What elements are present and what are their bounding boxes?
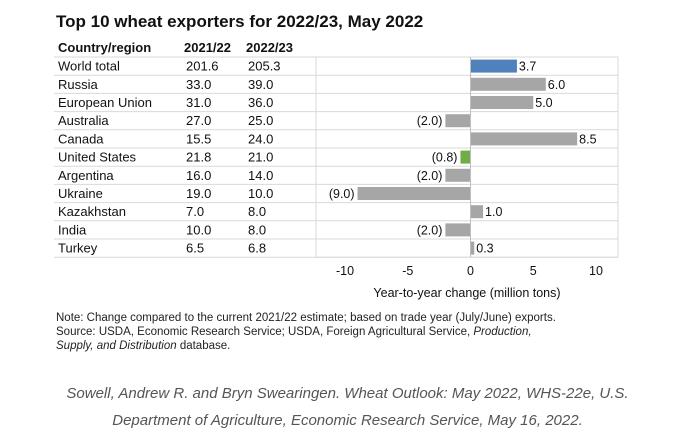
bar-kazakhstan (470, 205, 484, 219)
bar-india (445, 223, 471, 237)
bar-canada (470, 132, 578, 146)
bar-ukraine (357, 187, 471, 200)
bar-european-union (470, 96, 534, 109)
value-2021-22-kazakhstan: 7.0 (186, 204, 204, 219)
x-tick-label: 5 (530, 264, 537, 278)
value-2022-23-european-union: 36.0 (248, 95, 273, 110)
value-2022-23-world-total: 205.3 (248, 59, 281, 74)
note-source-italic: Production, (473, 326, 532, 338)
value-2021-22-european-union: 31.0 (186, 95, 211, 110)
country-label-canada: Canada (58, 131, 104, 146)
citation-line-1: Sowell, Andrew R. and Bryn Swearingen. W… (66, 385, 629, 402)
data-label-turkey: 0.3 (476, 242, 493, 256)
data-label-india: (2.0) (417, 223, 443, 237)
note-database-italic: Supply, and Distribution (56, 340, 177, 352)
note-line-1: Note: Change compared to the current 202… (56, 312, 556, 324)
x-tick-label: -5 (402, 264, 413, 278)
data-label-argentina: (2.0) (417, 169, 443, 183)
data-label-russia: 6.0 (548, 78, 565, 92)
wheat-exporters-chart: World total 201.6 205.3 3.7 Russia 33.0 39.0 6.… (54, 56, 619, 300)
value-2021-22-world-total: 201.6 (186, 59, 219, 74)
citation: Sowell, Andrew R. and Bryn Swearingen. W… (0, 380, 695, 434)
note-database: database. (179, 340, 231, 352)
country-label-ukraine: Ukraine (58, 186, 103, 201)
value-2022-23-kazakhstan: 8.0 (248, 204, 266, 219)
note-source: Source: USDA, Economic Research Service;… (56, 326, 471, 338)
country-label-turkey: Turkey (58, 241, 98, 256)
value-2021-22-russia: 33.0 (186, 77, 211, 92)
value-2021-22-australia: 27.0 (186, 113, 211, 128)
country-label-australia: Australia (58, 113, 109, 128)
country-label-kazakhstan: Kazakhstan (58, 204, 126, 219)
value-2022-23-ukraine: 10.0 (248, 186, 273, 201)
data-label-australia: (2.0) (417, 114, 443, 128)
country-label-united-states: United States (58, 150, 137, 165)
bar-turkey (470, 241, 475, 255)
chart-note: Note: Change compared to the current 202… (56, 311, 656, 353)
country-label-world-total: World total (58, 59, 120, 74)
value-2021-22-ukraine: 19.0 (186, 186, 211, 201)
column-header-country: Country/region (58, 40, 152, 55)
value-2022-23-argentina: 14.0 (248, 168, 273, 183)
x-axis-title: Year-to-year change (million tons) (373, 286, 560, 300)
value-2022-23-india: 8.0 (248, 222, 266, 237)
data-label-european-union: 5.0 (535, 96, 552, 110)
bar-australia (445, 114, 471, 128)
bar-world-total (470, 59, 517, 73)
bar-united-states (460, 150, 471, 164)
data-label-united-states: (0.8) (432, 151, 458, 165)
value-2022-23-canada: 24.0 (248, 131, 273, 146)
value-2022-23-united-states: 21.0 (248, 150, 273, 165)
x-tick-label: 10 (589, 264, 603, 278)
data-label-canada: 8.5 (579, 132, 596, 146)
column-header-2022-23: 2022/23 (246, 40, 293, 55)
data-label-kazakhstan: 1.0 (485, 205, 502, 219)
value-2021-22-united-states: 21.8 (186, 150, 211, 165)
country-label-india: India (58, 222, 87, 237)
value-2022-23-australia: 25.0 (248, 113, 273, 128)
value-2021-22-canada: 15.5 (186, 131, 211, 146)
value-2021-22-india: 10.0 (186, 222, 211, 237)
value-2022-23-russia: 39.0 (248, 77, 273, 92)
x-tick-label: -10 (336, 264, 354, 278)
country-label-argentina: Argentina (58, 168, 114, 183)
value-2021-22-argentina: 16.0 (186, 168, 211, 183)
chart-title: Top 10 wheat exporters for 2022/23, May … (56, 12, 424, 31)
data-label-ukraine: (9.0) (329, 187, 355, 201)
column-header-2021-22: 2021/22 (184, 40, 231, 55)
country-label-european-union: European Union (58, 95, 152, 110)
data-label-world-total: 3.7 (519, 60, 536, 74)
citation-line-2: Department of Agriculture, Economic Rese… (112, 412, 583, 429)
bar-argentina (445, 168, 471, 182)
bar-russia (470, 77, 546, 91)
value-2021-22-turkey: 6.5 (186, 241, 204, 256)
x-tick-label: 0 (467, 264, 474, 278)
value-2022-23-turkey: 6.8 (248, 241, 266, 256)
country-label-russia: Russia (58, 77, 99, 92)
